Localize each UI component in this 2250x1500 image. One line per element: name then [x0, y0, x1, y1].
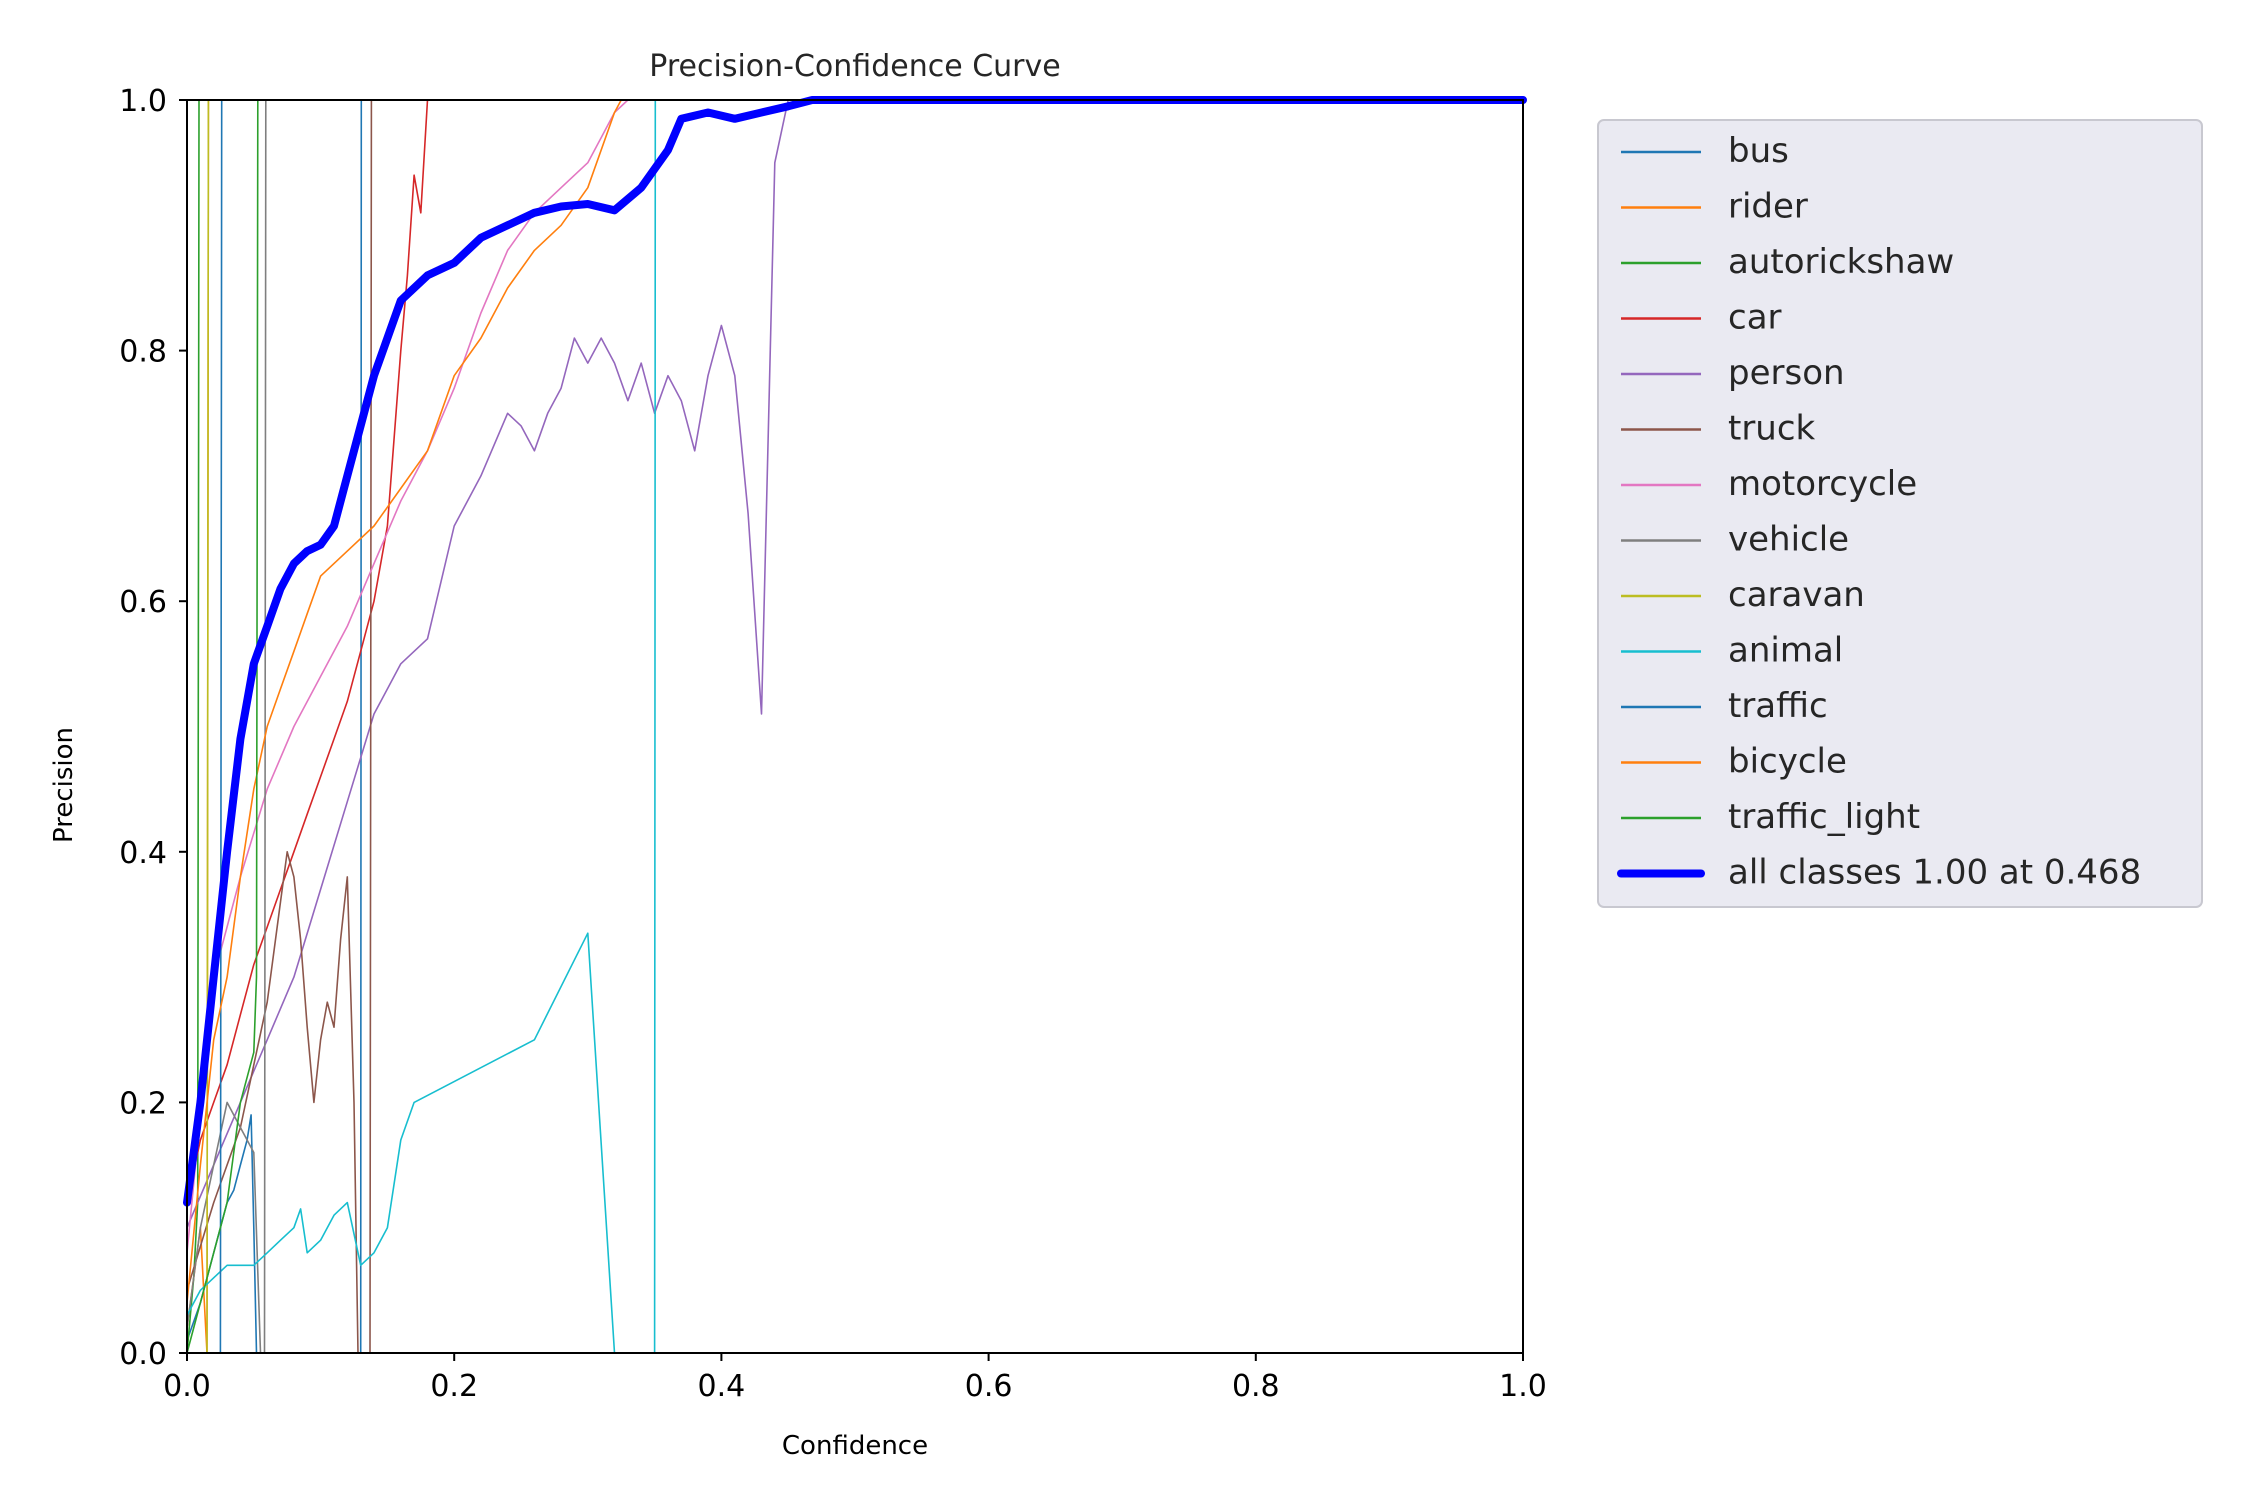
legend-frame [1597, 119, 2203, 908]
y-tick-label: 0.2 [119, 1086, 167, 1121]
chart-title: Precision-Confidence Curve [649, 49, 1060, 84]
legend-label-bicycle: bicycle [1728, 742, 1847, 782]
legend-label-all-classes-1-00-at-0-468: all classes 1.00 at 0.468 [1728, 853, 2141, 893]
legend-label-traffic-light: traffic_light [1728, 797, 1920, 837]
series-line-traffic-light [186, 99, 1524, 1354]
series-line-motorcycle [186, 99, 1524, 1254]
y-tick-label: 0.4 [119, 836, 167, 871]
x-tick-label: 0.4 [698, 1369, 746, 1404]
y-tick-label: 1.0 [119, 84, 167, 119]
legend-label-car: car [1728, 298, 1782, 338]
plot-frame [186, 99, 1524, 1354]
legend-label-bus: bus [1728, 131, 1789, 171]
x-tick-label: 0.0 [163, 1369, 211, 1404]
legend-label-animal: animal [1728, 631, 1843, 671]
x-tick-group: 0.0 0.2 0.4 0.6 0.8 1.0 [163, 1353, 1547, 1404]
x-tick-label: 0.8 [1232, 1369, 1280, 1404]
legend-label-traffic: traffic [1728, 686, 1828, 726]
y-tick-label: 0.6 [119, 585, 167, 620]
series-line-bicycle [186, 99, 1524, 1304]
legend-items: bus rider autorickshaw car person truck motorc… [1617, 131, 2141, 893]
series-line-car [186, 99, 1524, 1204]
x-tick-label: 1.0 [1499, 1369, 1547, 1404]
y-axis-label: Precision [49, 727, 79, 843]
series-line-truck [186, 99, 1524, 1354]
legend-label-rider: rider [1728, 187, 1808, 227]
legend-label-truck: truck [1728, 409, 1816, 449]
legend-label-caravan: caravan [1728, 575, 1865, 615]
legend-label-person: person [1728, 353, 1845, 393]
x-axis-label: Confidence [782, 1431, 928, 1461]
legend-label-autorickshaw: autorickshaw [1728, 242, 1954, 282]
series-line-animal [186, 99, 1524, 1354]
series-line-all-classes-1-00-at-0-468 [183, 96, 1527, 1207]
series-line-person [186, 99, 1524, 1229]
x-tick-label: 0.2 [430, 1369, 478, 1404]
y-tick-label: 0.0 [119, 1337, 167, 1372]
legend-label-motorcycle: motorcycle [1728, 464, 1917, 504]
y-tick-group: 0.0 0.2 0.4 0.6 0.8 1.0 [119, 84, 187, 1372]
legend: bus rider autorickshaw car person truck motorc… [1597, 119, 2203, 908]
legend-label-vehicle: vehicle [1728, 520, 1849, 560]
x-tick-label: 0.6 [965, 1369, 1013, 1404]
y-tick-label: 0.8 [119, 335, 167, 370]
